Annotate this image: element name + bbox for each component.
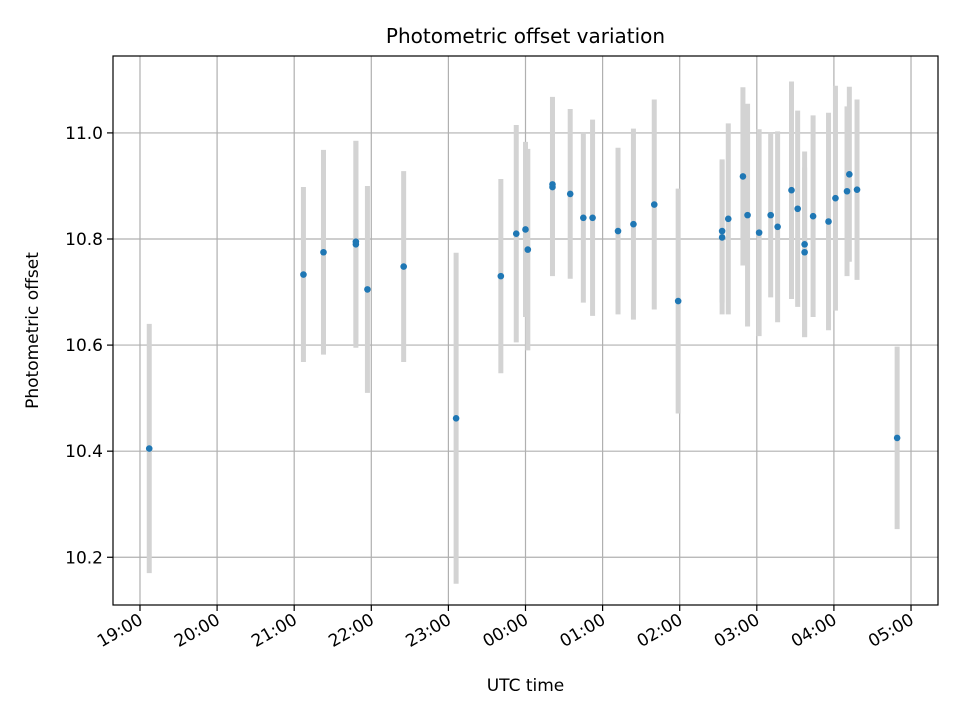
data-points: [145, 170, 901, 452]
y-tick-label: 10.8: [65, 230, 103, 250]
data-point: [801, 241, 808, 248]
data-point: [832, 194, 839, 202]
data-point: [843, 187, 851, 195]
data-point: [718, 227, 726, 235]
data-point: [674, 297, 682, 305]
y-tick-label: 10.4: [65, 442, 103, 462]
data-point: [512, 230, 520, 237]
y-tick-label: 10.2: [65, 548, 103, 568]
data-point: [853, 186, 861, 193]
data-point: [788, 186, 795, 194]
data-point: [893, 434, 901, 442]
data-point: [744, 211, 751, 219]
data-point: [767, 211, 774, 219]
y-tick-label: 11.0: [65, 124, 103, 144]
y-tick-label: 10.6: [65, 336, 103, 356]
data-point: [352, 238, 360, 245]
data-point: [300, 271, 307, 278]
data-point: [739, 173, 747, 180]
data-point: [400, 263, 407, 270]
chart-title: Photometric offset variation: [386, 24, 665, 48]
data-point: [755, 229, 763, 236]
data-point: [589, 214, 596, 222]
data-point: [452, 414, 460, 422]
data-point: [549, 181, 556, 188]
data-point: [614, 227, 622, 235]
data-point: [566, 190, 574, 198]
data-point: [801, 248, 808, 256]
data-point: [320, 248, 327, 256]
data-point: [522, 226, 529, 233]
data-point: [524, 246, 532, 253]
data-point: [794, 205, 801, 213]
data-point: [846, 170, 853, 178]
data-point: [724, 215, 732, 223]
data-point: [774, 223, 781, 231]
data-point: [580, 214, 587, 222]
data-point: [809, 212, 817, 220]
data-point: [825, 218, 832, 225]
data-point: [630, 220, 637, 228]
data-point: [718, 234, 726, 241]
data-point: [364, 286, 371, 293]
data-point: [650, 201, 658, 208]
x-axis-label: UTC time: [487, 676, 565, 696]
data-point: [145, 445, 153, 452]
y-axis-label: Photometric offset: [23, 252, 43, 409]
data-point: [497, 272, 505, 280]
